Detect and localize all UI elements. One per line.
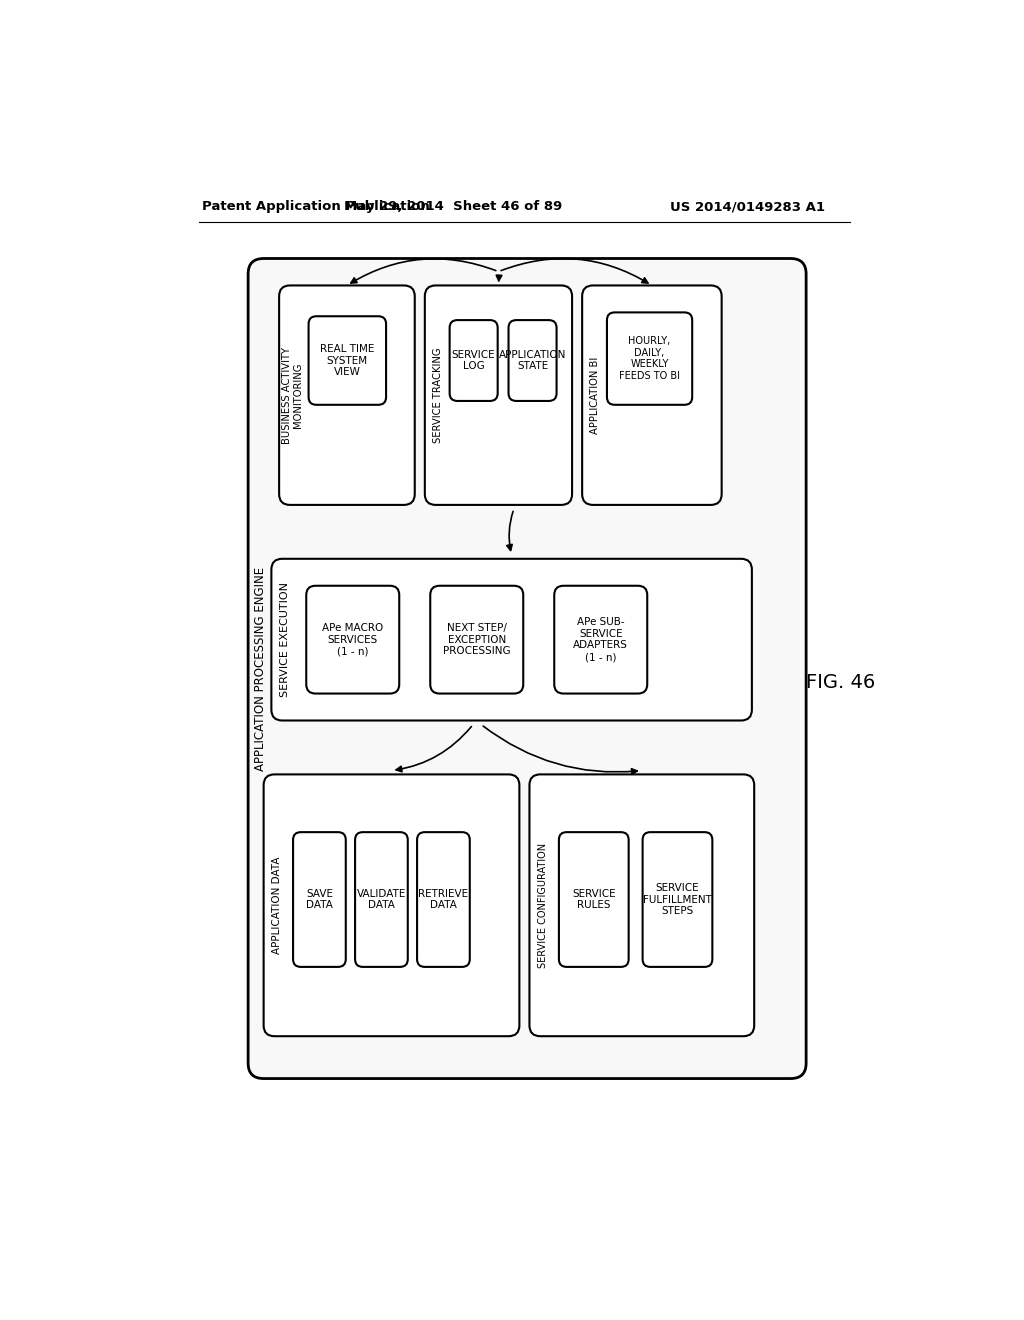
- Text: May 29, 2014  Sheet 46 of 89: May 29, 2014 Sheet 46 of 89: [344, 201, 562, 214]
- FancyBboxPatch shape: [306, 586, 399, 693]
- Text: APPLICATION
STATE: APPLICATION STATE: [499, 350, 566, 371]
- FancyBboxPatch shape: [509, 321, 557, 401]
- Text: US 2014/0149283 A1: US 2014/0149283 A1: [671, 201, 825, 214]
- FancyBboxPatch shape: [293, 832, 346, 966]
- Text: SERVICE
RULES: SERVICE RULES: [572, 888, 615, 911]
- FancyArrowPatch shape: [507, 511, 513, 550]
- Text: APPLICATION DATA: APPLICATION DATA: [271, 857, 282, 954]
- FancyBboxPatch shape: [554, 586, 647, 693]
- Text: SERVICE EXECUTION: SERVICE EXECUTION: [280, 582, 290, 697]
- Text: APPLICATION PROCESSING ENGINE: APPLICATION PROCESSING ENGINE: [254, 566, 267, 771]
- Text: NEXT STEP/
EXCEPTION
PROCESSING: NEXT STEP/ EXCEPTION PROCESSING: [443, 623, 511, 656]
- FancyBboxPatch shape: [355, 832, 408, 966]
- Text: VALIDATE
DATA: VALIDATE DATA: [356, 888, 407, 911]
- FancyBboxPatch shape: [643, 832, 713, 966]
- Text: Patent Application Publication: Patent Application Publication: [202, 201, 429, 214]
- FancyArrowPatch shape: [497, 275, 502, 281]
- Text: FIG. 46: FIG. 46: [806, 672, 876, 692]
- FancyBboxPatch shape: [263, 775, 519, 1036]
- Text: HOURLY,
DAILY,
WEEKLY
FEEDS TO BI: HOURLY, DAILY, WEEKLY FEEDS TO BI: [620, 337, 680, 381]
- FancyBboxPatch shape: [430, 586, 523, 693]
- Text: APe MACRO
SERVICES
(1 - n): APe MACRO SERVICES (1 - n): [323, 623, 383, 656]
- Text: SERVICE CONFIGURATION: SERVICE CONFIGURATION: [538, 842, 548, 968]
- Text: BUSINESS ACTIVITY
MONITORING: BUSINESS ACTIVITY MONITORING: [282, 347, 303, 444]
- FancyArrowPatch shape: [483, 726, 637, 775]
- FancyArrowPatch shape: [351, 259, 496, 282]
- FancyArrowPatch shape: [501, 259, 648, 282]
- Text: SERVICE
LOG: SERVICE LOG: [452, 350, 496, 371]
- FancyBboxPatch shape: [271, 558, 752, 721]
- FancyBboxPatch shape: [450, 321, 498, 401]
- FancyBboxPatch shape: [280, 285, 415, 506]
- Text: SAVE
DATA: SAVE DATA: [306, 888, 333, 911]
- Text: REAL TIME
SYSTEM
VIEW: REAL TIME SYSTEM VIEW: [321, 345, 375, 378]
- FancyBboxPatch shape: [308, 317, 386, 405]
- FancyBboxPatch shape: [417, 832, 470, 966]
- Text: APPLICATION BI: APPLICATION BI: [590, 356, 600, 434]
- Text: SERVICE TRACKING: SERVICE TRACKING: [433, 347, 443, 444]
- FancyBboxPatch shape: [529, 775, 755, 1036]
- FancyBboxPatch shape: [559, 832, 629, 966]
- FancyBboxPatch shape: [607, 313, 692, 405]
- FancyArrowPatch shape: [396, 726, 471, 772]
- FancyBboxPatch shape: [583, 285, 722, 506]
- FancyBboxPatch shape: [248, 259, 806, 1078]
- Text: RETRIEVE
DATA: RETRIEVE DATA: [419, 888, 469, 911]
- Text: APe SUB-
SERVICE
ADAPTERS
(1 - n): APe SUB- SERVICE ADAPTERS (1 - n): [573, 618, 628, 663]
- Text: SERVICE
FULFILLMENT
STEPS: SERVICE FULFILLMENT STEPS: [643, 883, 712, 916]
- FancyBboxPatch shape: [425, 285, 572, 506]
